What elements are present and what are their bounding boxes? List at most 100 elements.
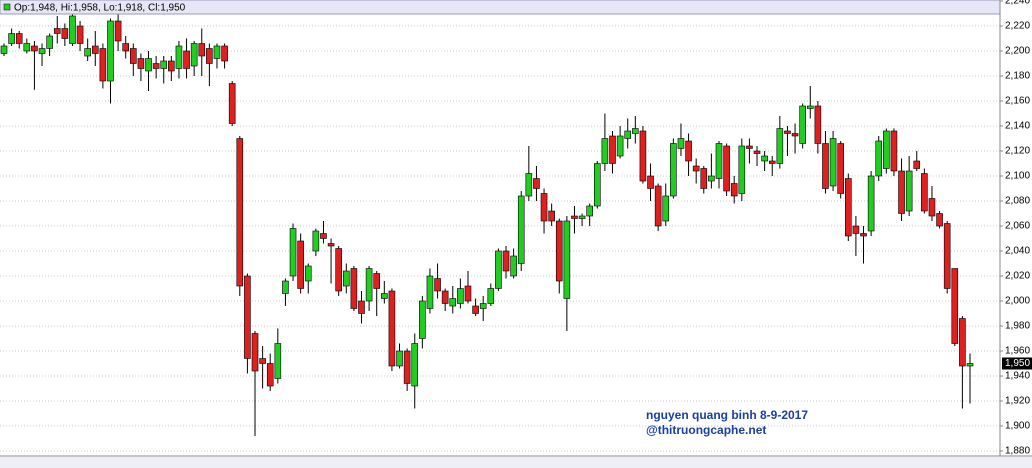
candle-body — [860, 233, 867, 237]
candle-body — [282, 280, 289, 294]
annotation: @thitruongcaphe.net — [646, 423, 766, 437]
candle-body — [502, 250, 510, 272]
y-tick-label: 1,980 — [1005, 321, 1030, 332]
candle-body — [943, 223, 951, 289]
candle-body — [479, 303, 487, 309]
candle-body — [601, 138, 609, 164]
candle-body — [373, 273, 381, 289]
candle-body — [289, 228, 297, 277]
candle-body — [654, 185, 662, 227]
candle-body — [304, 265, 312, 282]
candle-body — [517, 195, 525, 264]
last-price-label: 1,950 — [1005, 358, 1030, 369]
candle-body — [806, 105, 814, 109]
candle-body — [761, 155, 768, 162]
candle-body — [753, 150, 761, 154]
candle-body — [883, 130, 890, 169]
candle-body — [563, 220, 571, 299]
candle-body — [959, 318, 966, 367]
candle-body — [540, 193, 548, 222]
candle-body — [966, 363, 974, 367]
candle-body — [244, 275, 251, 359]
info-icon — [3, 3, 11, 11]
candle-body — [213, 45, 221, 59]
candle-body — [365, 268, 373, 302]
candle-body — [692, 165, 700, 172]
candle-body — [844, 178, 852, 237]
candle-body — [137, 58, 145, 69]
y-tick-label: 2,040 — [1005, 246, 1030, 257]
candle-body — [730, 183, 738, 197]
candle-body — [114, 20, 122, 42]
candle-body — [76, 25, 84, 44]
candle-body — [715, 143, 723, 179]
bottom-strip — [0, 457, 1032, 468]
candle-body — [936, 213, 943, 227]
candle-body — [616, 135, 624, 157]
candle-body — [791, 133, 799, 137]
candle-body — [609, 135, 616, 164]
candle-body — [190, 43, 198, 67]
candle-body — [198, 43, 206, 57]
y-tick-label: 2,220 — [1005, 21, 1030, 32]
candle-body — [708, 175, 715, 182]
candle-body — [312, 230, 320, 252]
candle-body — [525, 173, 533, 197]
last-price-box — [1002, 357, 1032, 370]
candle-body — [122, 43, 130, 52]
candle-body — [175, 45, 183, 69]
candle-body — [160, 60, 168, 69]
candle-body — [951, 268, 959, 344]
candle-body — [251, 333, 259, 372]
candle-body — [921, 173, 928, 212]
candle-body — [396, 350, 403, 367]
candle-body — [472, 305, 479, 314]
candle-body — [548, 210, 555, 222]
candle-body — [107, 20, 114, 82]
candle-body — [624, 130, 632, 139]
candle-body — [266, 363, 274, 387]
candle-body — [533, 178, 540, 189]
candle-body — [898, 170, 905, 214]
y-tick-label: 2,200 — [1005, 46, 1030, 57]
y-tick-label: 2,100 — [1005, 171, 1030, 182]
candle-body — [236, 138, 244, 287]
candle-body — [571, 215, 578, 219]
candle-body — [0, 45, 8, 54]
candle-body — [206, 48, 213, 64]
candle-body — [259, 358, 266, 364]
candle-body — [183, 50, 190, 69]
candle-body — [434, 278, 441, 292]
candle-body — [632, 128, 639, 134]
y-tick-label: 2,160 — [1005, 96, 1030, 107]
candle-body — [905, 170, 913, 212]
candle-body — [274, 343, 282, 379]
candle-body — [38, 48, 46, 54]
candle-body — [677, 138, 685, 149]
candle-body — [327, 243, 335, 247]
y-tick-label: 1,900 — [1005, 421, 1030, 432]
candle-body — [388, 290, 396, 367]
y-tick-label: 1,880 — [1005, 446, 1030, 457]
candle-body — [670, 143, 677, 197]
candle-body — [510, 255, 517, 277]
candle-body — [639, 130, 647, 182]
candles — [0, 13, 974, 436]
candle-body — [829, 138, 837, 187]
candle-body — [350, 268, 358, 309]
candle-body — [297, 240, 304, 289]
candle-body — [419, 300, 426, 339]
candle-body — [23, 43, 31, 52]
candle-body — [852, 225, 860, 234]
candle-body — [784, 130, 791, 134]
y-tick-label: 2,000 — [1005, 296, 1030, 307]
y-tick-label: 2,060 — [1005, 221, 1030, 232]
candle-body — [145, 58, 152, 72]
candle-body — [837, 143, 844, 194]
candle-body — [15, 33, 23, 44]
candle-body — [31, 45, 38, 52]
candle-body — [768, 160, 776, 164]
y-tick-label: 2,140 — [1005, 121, 1030, 132]
